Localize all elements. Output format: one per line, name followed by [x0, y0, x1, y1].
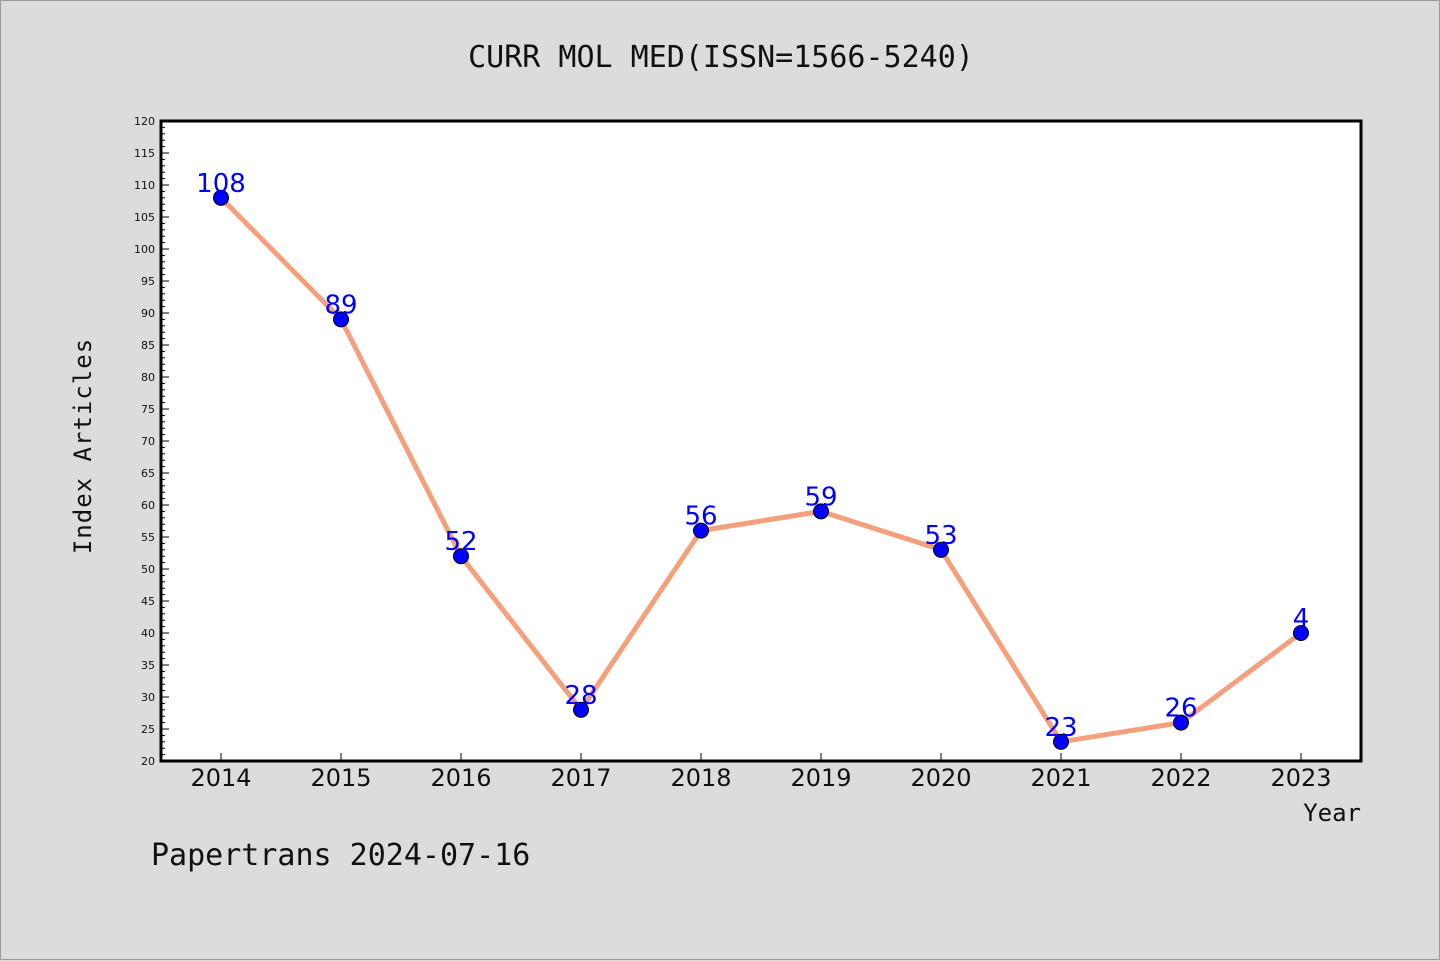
y-tick-label: 40: [141, 627, 155, 640]
x-tick-label: 2017: [550, 764, 611, 792]
data-label: 52: [444, 527, 477, 557]
y-tick-label: 90: [141, 307, 155, 320]
y-tick-label: 25: [141, 723, 155, 736]
y-tick-label: 20: [141, 755, 155, 768]
footer-source: Papertrans 2024-07-16: [151, 838, 530, 873]
y-tick-label: 35: [141, 659, 155, 672]
y-tick-label: 55: [141, 531, 155, 544]
data-label: 89: [324, 290, 357, 320]
data-point: [453, 548, 469, 565]
x-tick-label: 2020: [910, 764, 971, 792]
y-tick-label: 110: [134, 179, 155, 192]
chart-title: CURR MOL MED(ISSN=1566-5240): [468, 40, 974, 75]
data-label: 26: [1164, 694, 1197, 724]
y-tick-label: 105: [134, 211, 155, 224]
y-tick-label: 65: [141, 467, 155, 480]
y-tick-label: 85: [141, 339, 155, 352]
data-point: [1293, 625, 1309, 641]
data-label: 23: [1044, 713, 1077, 743]
x-tick-label: 2016: [430, 764, 491, 792]
y-tick-label: 45: [141, 595, 155, 608]
data-label: 108: [196, 169, 246, 199]
data-label: 56: [684, 502, 717, 532]
data-point: [1173, 714, 1189, 731]
plot-area: [159, 119, 1363, 763]
x-tick-label: 2015: [310, 764, 371, 792]
data-point: [813, 503, 829, 520]
data-point: [573, 701, 589, 718]
x-tick-label: 2022: [1150, 764, 1211, 792]
series-layer: 108 89 52 28 56 59 53 23 26 4: [196, 169, 1309, 750]
y-tick-label: 120: [134, 115, 155, 128]
y-tick-label: 30: [141, 691, 155, 704]
data-point: [333, 311, 349, 328]
y-tick-label: 60: [141, 499, 155, 512]
data-label: 4: [1293, 604, 1310, 634]
x-tick-label: 2018: [670, 764, 731, 792]
data-point: [693, 522, 709, 539]
series-line: [218, 195, 1304, 745]
data-label: 28: [564, 681, 597, 711]
x-tick-label: 2023: [1270, 764, 1331, 792]
y-tick-label: 80: [141, 371, 155, 384]
y-axis-label: Index Articles: [69, 338, 97, 554]
y-tick-label: 70: [141, 435, 155, 448]
y-axis-ticks: 20 25 30 35 40 45 50 55 60 65 70 75 80 85 90 95 100 105 11…: [134, 115, 169, 768]
y-tick-label: 100: [134, 243, 155, 256]
x-axis-ticks: 2014 2015 2016 2017 2018 2019 2020 2021 2022 2023: [190, 753, 1332, 792]
data-label: 59: [804, 482, 837, 512]
y-tick-label: 95: [141, 275, 155, 288]
y-tick-label: 75: [141, 403, 155, 416]
x-tick-label: 2021: [1030, 764, 1091, 792]
data-point: [933, 541, 949, 558]
data-label: 53: [924, 521, 957, 551]
data-point: [213, 189, 229, 206]
data-point: [1053, 733, 1069, 750]
y-tick-label: 50: [141, 563, 155, 576]
x-tick-label: 2014: [190, 764, 251, 792]
x-axis-label: Year: [1303, 799, 1361, 827]
y-tick-label: 115: [134, 147, 155, 160]
x-tick-label: 2019: [790, 764, 851, 792]
